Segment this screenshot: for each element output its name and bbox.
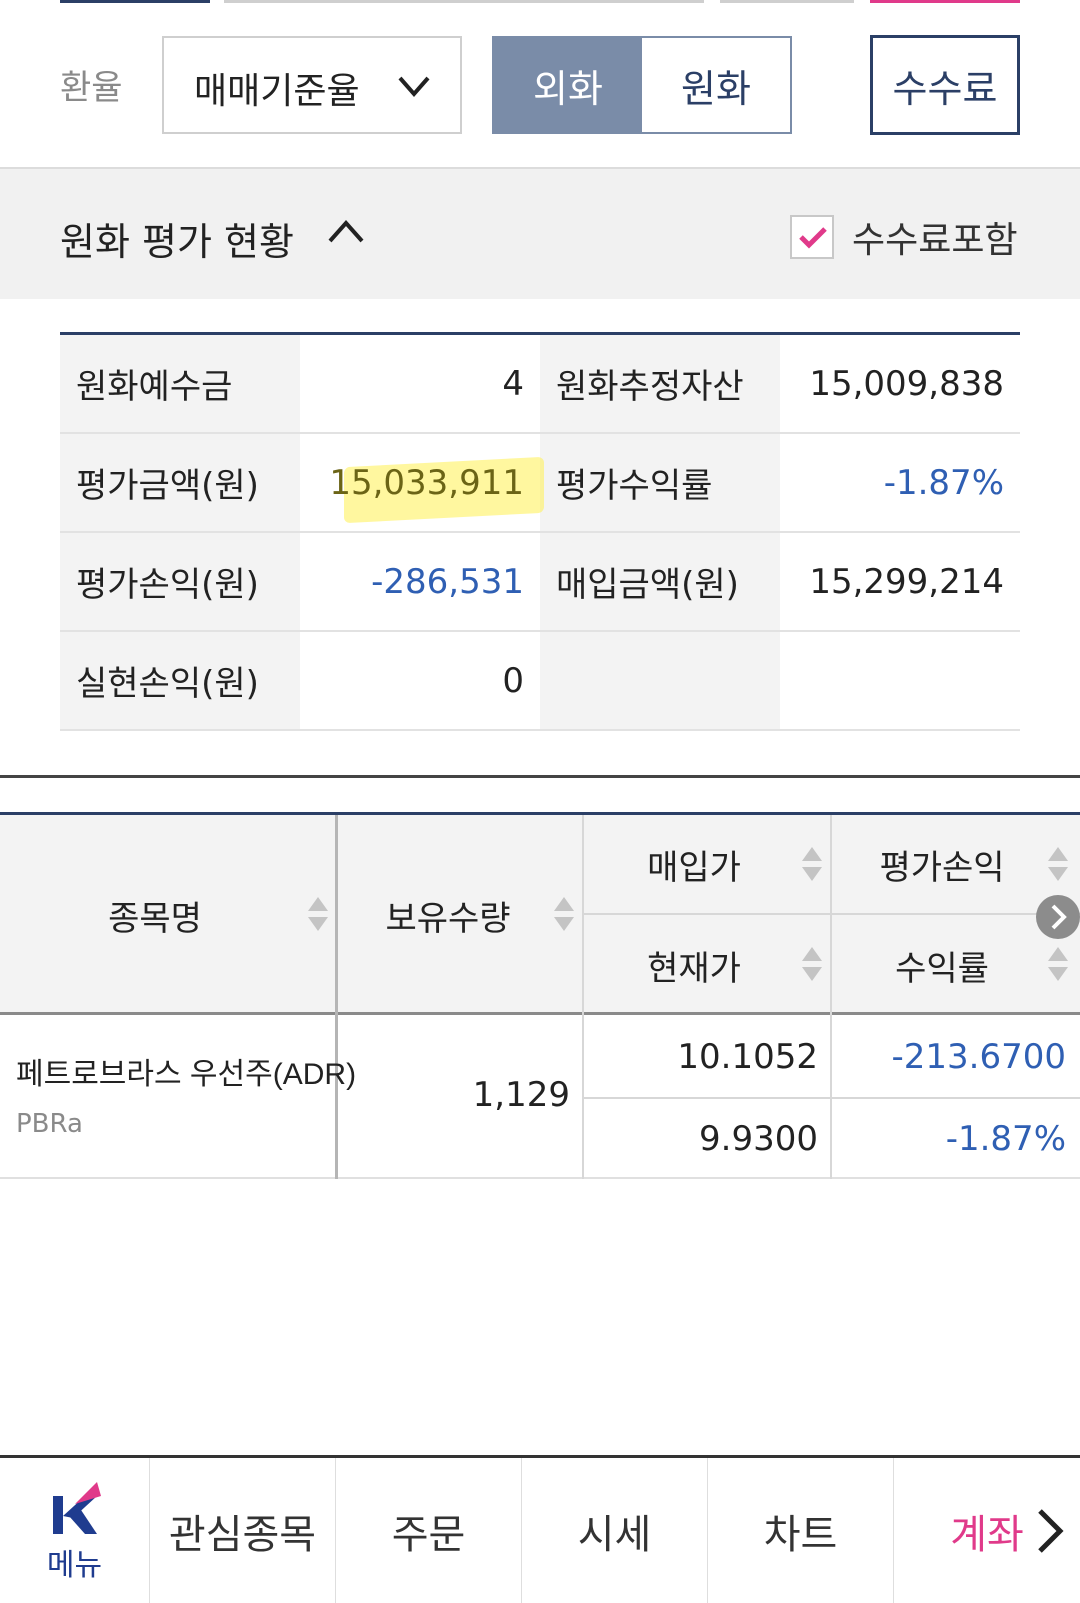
table-row[interactable]: 페트로브라스 우선주(ADR) PBRa 1,129 10.1052 9.930… — [0, 1015, 1080, 1179]
nav-watchlist[interactable]: 관심종목 — [150, 1458, 336, 1603]
sort-icon[interactable] — [306, 895, 330, 933]
bottom-nav: 메뉴 관심종목 주문 시세 차트 계좌 — [0, 1455, 1080, 1603]
include-fee-label[interactable]: 수수료포함 — [852, 220, 1018, 261]
chevron-right-icon — [1038, 1508, 1064, 1553]
realized-pl-value: 0 — [300, 632, 540, 729]
rate-basis-value: 매매기준율 — [194, 71, 360, 112]
eval-amount-label: 평가금액(원) — [60, 434, 300, 531]
column-divider — [830, 815, 832, 1015]
krw-currency-option[interactable]: 원화 — [642, 38, 790, 132]
fee-button[interactable]: 수수료 — [870, 35, 1020, 135]
k-logo-icon — [52, 1481, 101, 1534]
nav-chart[interactable]: 차트 — [708, 1458, 894, 1603]
row-divider — [584, 1097, 1080, 1099]
stock-name[interactable]: 페트로브라스 우선주(ADR) — [16, 1058, 357, 1091]
eval-return-rate-value: -1.87% — [780, 434, 1020, 531]
menu-label: 메뉴 — [46, 1547, 103, 1583]
realized-pl-label: 실현손익(원) — [60, 632, 300, 729]
column-divider — [582, 1015, 584, 1179]
sort-icon[interactable] — [552, 895, 576, 933]
foreign-currency-option[interactable]: 외화 — [494, 38, 642, 132]
krw-deposit-label: 원화예수금 — [60, 335, 300, 432]
top-tab-indicators — [0, 0, 1080, 4]
eval-pl-label: 평가손익(원) — [60, 533, 300, 630]
nav-account[interactable]: 계좌 — [950, 1511, 1024, 1558]
return-rate-value: -1.87% — [945, 1119, 1066, 1159]
nav-order[interactable]: 주문 — [336, 1458, 522, 1603]
chevron-up-icon[interactable] — [326, 217, 366, 247]
krw-estimated-assets-value: 15,009,838 — [780, 335, 1020, 432]
stock-code: PBRa — [16, 1109, 83, 1139]
header-stock-name[interactable]: 종목명 — [108, 898, 202, 939]
include-fee-checkbox[interactable] — [790, 215, 834, 259]
quantity-value: 1,129 — [472, 1075, 570, 1115]
eval-pl-value: -286,531 — [300, 533, 540, 630]
summary-row: 실현손익(원) 0 — [60, 632, 1020, 731]
header-buy-price[interactable]: 매입가 — [647, 847, 741, 888]
header-current-price[interactable]: 현재가 — [647, 948, 741, 989]
rate-label: 환율 — [60, 68, 123, 108]
summary-row: 평가손익(원) -286,531 매입금액(원) 15,299,214 — [60, 533, 1020, 632]
header-return-rate[interactable]: 수익률 — [895, 948, 989, 989]
check-icon — [799, 227, 827, 249]
header-quantity[interactable]: 보유수량 — [385, 898, 511, 939]
exchange-rate-controls: 환율 매매기준율 외화 원화 수수료 — [0, 0, 1080, 167]
eval-amount-value: 15,033,911 — [300, 434, 544, 531]
current-price-value: 9.9300 — [699, 1119, 818, 1159]
krw-valuation-header: 원화 평가 현황 수수료포함 — [0, 167, 1080, 299]
column-divider — [335, 1015, 338, 1179]
purchase-amount-label: 매입금액(원) — [540, 533, 780, 630]
nav-more-button[interactable] — [1020, 1458, 1080, 1603]
eval-pl-value: -213.6700 — [891, 1037, 1067, 1077]
empty-value-cell — [780, 632, 1020, 729]
summary-row: 평가금액(원) 15,033,911 평가수익률 -1.87% — [60, 434, 1020, 533]
holdings-table: 종목명 보유수량 매입가 평가손익 현재가 수익률 — [0, 812, 1080, 1179]
holdings-header: 종목명 보유수량 매입가 평가손익 현재가 수익률 — [0, 812, 1080, 1015]
empty-label-cell — [540, 632, 780, 729]
purchase-amount-value: 15,299,214 — [780, 533, 1020, 630]
krw-estimated-assets-label: 원화추정자산 — [540, 335, 780, 432]
eval-amount-number: 15,033,911 — [329, 462, 524, 503]
sort-icon[interactable] — [800, 845, 824, 883]
chevron-right-icon — [1051, 904, 1067, 930]
column-divider — [335, 815, 338, 1015]
rate-basis-select[interactable]: 매매기준율 — [162, 36, 462, 134]
header-eval-pl[interactable]: 평가손익 — [879, 847, 1005, 888]
eval-return-rate-label: 평가수익률 — [540, 434, 780, 531]
buy-price-value: 10.1052 — [677, 1037, 818, 1077]
currency-toggle: 외화 원화 — [492, 36, 792, 134]
sort-icon[interactable] — [800, 945, 824, 983]
chevron-down-icon — [398, 76, 430, 98]
sort-icon[interactable] — [1046, 845, 1070, 883]
nav-menu-button[interactable]: 메뉴 — [0, 1458, 150, 1603]
section-divider — [0, 775, 1080, 778]
krw-summary-table: 원화예수금 4 원화추정자산 15,009,838 평가금액(원) 15,033… — [60, 332, 1020, 731]
summary-row: 원화예수금 4 원화추정자산 15,009,838 — [60, 335, 1020, 434]
sort-icon[interactable] — [1046, 945, 1070, 983]
row-divider — [584, 913, 1080, 915]
nav-quotes[interactable]: 시세 — [522, 1458, 708, 1603]
section-title: 원화 평가 현황 — [60, 220, 294, 264]
scroll-right-button[interactable] — [1036, 895, 1080, 939]
krw-deposit-value: 4 — [300, 335, 540, 432]
column-divider — [582, 815, 584, 1015]
